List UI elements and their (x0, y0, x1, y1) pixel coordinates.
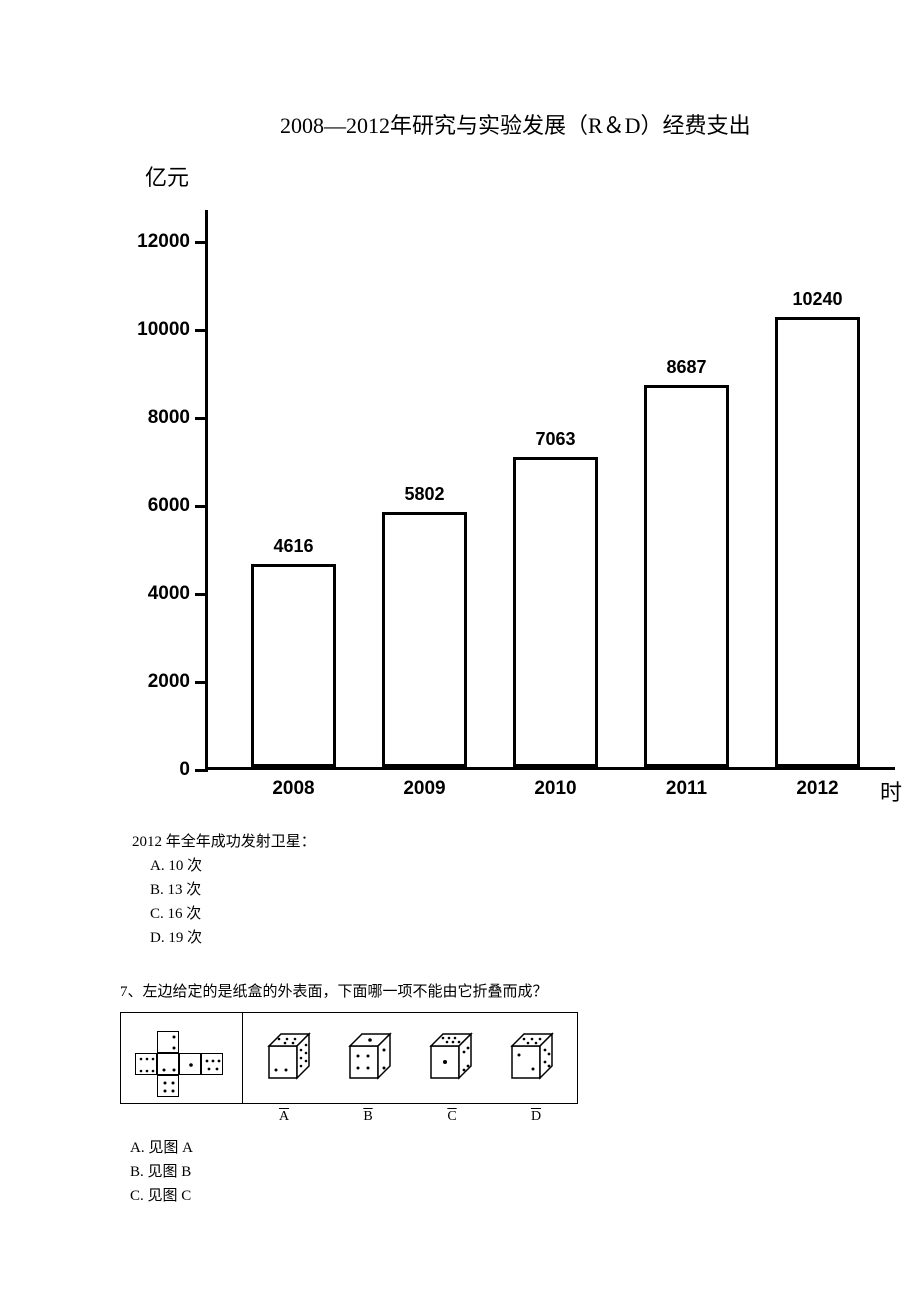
cube-label-c: C (422, 1106, 482, 1128)
question-7: 7、左边给定的是纸盒的外表面，下面哪一项不能由它折叠而成？ (120, 980, 578, 1208)
y-tick (195, 329, 208, 332)
y-tick-label: 4000 (135, 583, 190, 605)
bar-2009 (382, 512, 467, 767)
y-tick-label: 2000 (135, 671, 190, 693)
q7-stem: 左边给定的是纸盒的外表面，下面哪一项不能由它折叠而成？ (143, 984, 548, 1000)
q7-number: 7、 (120, 984, 143, 1000)
cube-a (259, 1028, 319, 1088)
x-tick-label-2009: 2009 (382, 778, 467, 800)
y-tick (195, 593, 208, 596)
cube-options (243, 1013, 577, 1103)
y-tick (195, 769, 208, 772)
x-tick-label-2012: 2012 (775, 778, 860, 800)
q7-figure (120, 1012, 578, 1104)
bar-value-2011: 8687 (636, 357, 737, 378)
q7-option-c: C. 见图 C (130, 1184, 578, 1208)
y-axis (205, 210, 208, 770)
q7-cube-labels: A B C D (120, 1106, 578, 1128)
q6-option-b: B. 13 次 (150, 878, 316, 902)
chart-title: 2008—2012年研究与实验发展（R＆D）经费支出 (280, 108, 751, 140)
q6-option-c: C. 16 次 (150, 902, 316, 926)
y-tick-label: 8000 (135, 407, 190, 429)
x-tick-label-2008: 2008 (251, 778, 336, 800)
q7-option-b: B. 见图 B (130, 1160, 578, 1184)
cube-net (121, 1013, 243, 1103)
bar-2010 (513, 457, 598, 767)
q7-stem-line: 7、左边给定的是纸盒的外表面，下面哪一项不能由它折叠而成？ (120, 980, 578, 1004)
chart-area: 0200040006000800010000120004616200858022… (135, 210, 895, 770)
y-tick-label: 0 (135, 759, 190, 781)
q6-option-a: A. 10 次 (150, 854, 316, 878)
x-tick-label-2010: 2010 (513, 778, 598, 800)
bar-2008 (251, 564, 336, 767)
q6-option-d: D. 19 次 (150, 926, 316, 950)
bar-2011 (644, 385, 729, 767)
y-tick (195, 241, 208, 244)
cube-label-d: D (506, 1106, 566, 1128)
bar-value-2009: 5802 (374, 484, 475, 505)
x-axis (205, 767, 895, 770)
bar-value-2012: 10240 (767, 289, 868, 310)
bar-value-2010: 7063 (505, 429, 606, 450)
y-tick (195, 681, 208, 684)
bar-2012 (775, 317, 860, 767)
cube-b (340, 1028, 400, 1088)
cube-d (502, 1028, 562, 1088)
x-tick-label-2011: 2011 (644, 778, 729, 800)
y-tick (195, 505, 208, 508)
y-tick (195, 417, 208, 420)
bar-value-2008: 4616 (243, 536, 344, 557)
cube-label-a: A (254, 1106, 314, 1128)
y-tick-label: 6000 (135, 495, 190, 517)
y-tick-label: 10000 (135, 319, 190, 341)
y-axis-label: 亿元 (145, 160, 189, 192)
q6-stem: 2012 年全年成功发射卫星： (132, 830, 316, 854)
x-axis-label: 时 (880, 775, 902, 807)
cube-label-b: B (338, 1106, 398, 1128)
cube-c (421, 1028, 481, 1088)
y-tick-label: 12000 (135, 231, 190, 253)
q7-option-a: A. 见图 A (130, 1136, 578, 1160)
question-6: 2012 年全年成功发射卫星： A. 10 次 B. 13 次 C. 16 次 … (132, 830, 316, 950)
